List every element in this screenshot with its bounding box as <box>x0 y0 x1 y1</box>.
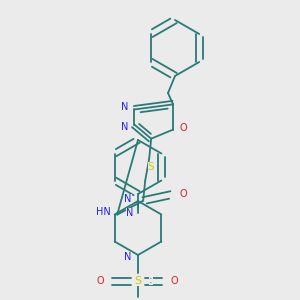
Text: S: S <box>148 162 154 172</box>
Text: O: O <box>179 189 187 199</box>
Text: N: N <box>124 252 132 262</box>
Text: S: S <box>134 276 142 286</box>
Text: N: N <box>124 194 132 204</box>
Text: N: N <box>126 208 134 218</box>
Text: O: O <box>170 276 178 286</box>
Text: O: O <box>179 123 187 133</box>
Text: HN: HN <box>96 207 111 217</box>
Text: N: N <box>121 122 128 131</box>
Text: :: : <box>149 275 153 285</box>
Text: N: N <box>121 103 128 112</box>
Text: O: O <box>96 276 104 286</box>
